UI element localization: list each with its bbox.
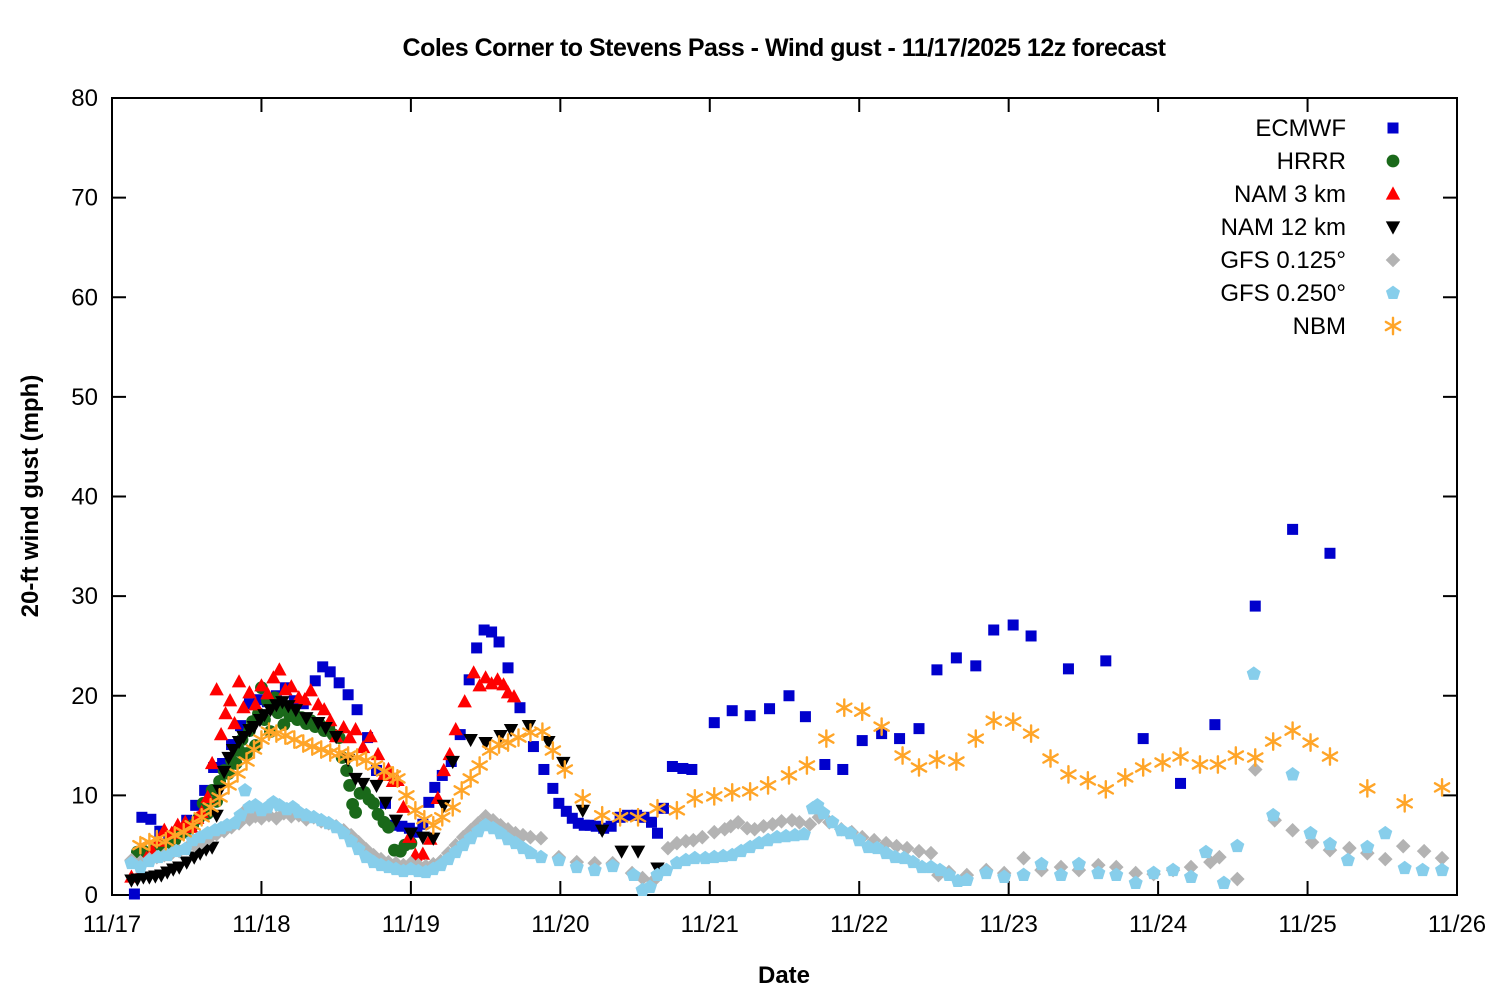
series-nam-3-km bbox=[124, 662, 522, 883]
x-tick-label: 11/25 bbox=[1278, 911, 1336, 938]
series-gfs-0-250 bbox=[124, 666, 1450, 897]
y-tick-label: 40 bbox=[71, 484, 98, 511]
legend-label: GFS 0.250° bbox=[1220, 280, 1346, 307]
legend-entry-nam-3-km: NAM 3 km bbox=[1234, 181, 1401, 208]
legend-label: GFS 0.125° bbox=[1220, 247, 1346, 274]
legend-marker-square-icon bbox=[1387, 122, 1399, 134]
legend-entry-nam-12-km: NAM 12 km bbox=[1221, 214, 1401, 241]
x-tick-label: 11/23 bbox=[980, 911, 1038, 938]
y-tick-label: 30 bbox=[71, 583, 98, 610]
legend-entry-gfs-0-250: GFS 0.250° bbox=[1220, 280, 1401, 307]
legend-entry-gfs-0-125: GFS 0.125° bbox=[1220, 247, 1401, 274]
x-tick-label: 11/21 bbox=[681, 911, 739, 938]
x-tick-label: 11/26 bbox=[1428, 911, 1486, 938]
legend-label: NAM 12 km bbox=[1221, 214, 1346, 241]
legend: ECMWF HRRR NAM 3 km NAM 12 km GFS 0.125° GFS … bbox=[1220, 115, 1402, 340]
y-tick-label: 10 bbox=[71, 782, 98, 809]
axis-ticks: 11/17 11/18 11/19 11/20 11/21 11/22 11/23 11/24… bbox=[71, 85, 1486, 938]
x-tick-label: 11/20 bbox=[531, 911, 589, 938]
legend-marker-pentagon-icon bbox=[1385, 285, 1401, 299]
legend-label: NAM 3 km bbox=[1234, 181, 1346, 208]
x-axis-label: Date bbox=[757, 962, 811, 989]
x-tick-label: 11/18 bbox=[232, 911, 290, 938]
legend-entry-ecmwf: ECMWF bbox=[1255, 115, 1399, 142]
y-tick-label: 70 bbox=[71, 185, 98, 212]
chart-title: Coles Corner to Stevens Pass - Wind gust… bbox=[402, 34, 1166, 62]
series-nam-12-km bbox=[124, 696, 665, 888]
series-nbm bbox=[132, 698, 1451, 855]
y-tick-label: 80 bbox=[71, 85, 98, 112]
legend-marker-diamond-icon bbox=[1385, 252, 1401, 268]
legend-label: NBM bbox=[1293, 313, 1346, 340]
legend-label: ECMWF bbox=[1255, 115, 1346, 142]
y-tick-label: 60 bbox=[71, 284, 98, 311]
legend-marker-asterisk-icon bbox=[1384, 316, 1402, 336]
y-tick-label: 0 bbox=[85, 882, 98, 909]
x-tick-label: 11/19 bbox=[382, 911, 440, 938]
x-tick-label: 11/24 bbox=[1129, 911, 1187, 938]
series-ecmwf bbox=[128, 523, 1336, 900]
y-tick-label: 20 bbox=[71, 683, 98, 710]
legend-entry-hrrr: HRRR bbox=[1277, 148, 1400, 175]
x-tick-label: 11/17 bbox=[83, 911, 141, 938]
y-tick-label: 50 bbox=[71, 384, 98, 411]
legend-entry-nbm: NBM bbox=[1293, 313, 1402, 340]
legend-marker-circle-icon bbox=[1386, 154, 1400, 168]
legend-marker-triangle-up-icon bbox=[1385, 186, 1401, 200]
legend-marker-triangle-down-icon bbox=[1385, 221, 1401, 235]
x-tick-label: 11/22 bbox=[830, 911, 888, 938]
legend-label: HRRR bbox=[1277, 148, 1346, 175]
